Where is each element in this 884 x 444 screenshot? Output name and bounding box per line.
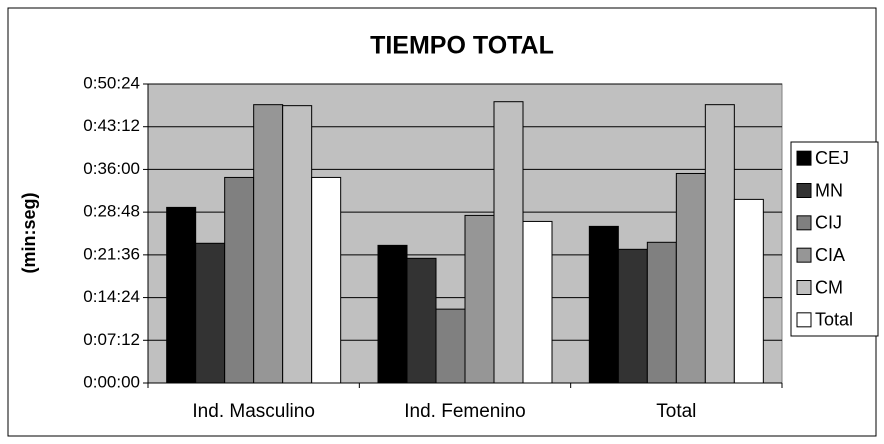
legend-label: Total [815,310,853,330]
bar [675,172,706,384]
bar [224,176,255,384]
bar [733,198,764,384]
legend-swatch [796,150,812,166]
bar [493,101,524,384]
bar [522,220,553,384]
legend-label: CEJ [815,148,849,168]
x-tick-label: Total [656,401,696,422]
bar [646,241,677,384]
bar [166,206,197,384]
bar [311,176,342,384]
bar [282,105,313,384]
legend-label: MN [815,180,843,200]
legend-swatch [796,280,812,295]
bar [195,242,226,384]
chart-title: TIEMPO TOTAL [370,32,554,60]
legend-label: CIA [815,245,845,265]
legend-label: CIJ [815,213,842,233]
y-tick-label: 0:14:24 [83,287,140,306]
y-tick-label: 0:00:00 [83,372,140,391]
bar [253,104,284,384]
bar [377,244,408,384]
x-tick-label: Ind. Femenino [404,401,525,422]
y-tick-label: 0:36:00 [83,159,140,178]
bar [588,225,619,384]
bar [435,308,466,384]
legend-swatch [796,247,812,263]
legend-swatch [796,215,812,231]
legend-swatch [796,312,812,328]
legend-box [790,141,879,337]
y-tick-label: 0:43:12 [83,116,140,135]
y-tick-label: 0:50:24 [83,73,140,92]
legend-label: CM [815,277,843,297]
bar [464,214,495,384]
bar [406,257,437,384]
y-tick-label: 0:28:48 [83,202,140,221]
y-tick-label: 0:21:36 [83,244,140,263]
x-tick-label: Ind. Masculino [192,401,315,422]
y-axis-label: (min:seg) [19,192,39,273]
bar [617,248,648,384]
bar [704,104,735,384]
y-tick-label: 0:07:12 [83,330,140,349]
legend-swatch [796,183,812,198]
